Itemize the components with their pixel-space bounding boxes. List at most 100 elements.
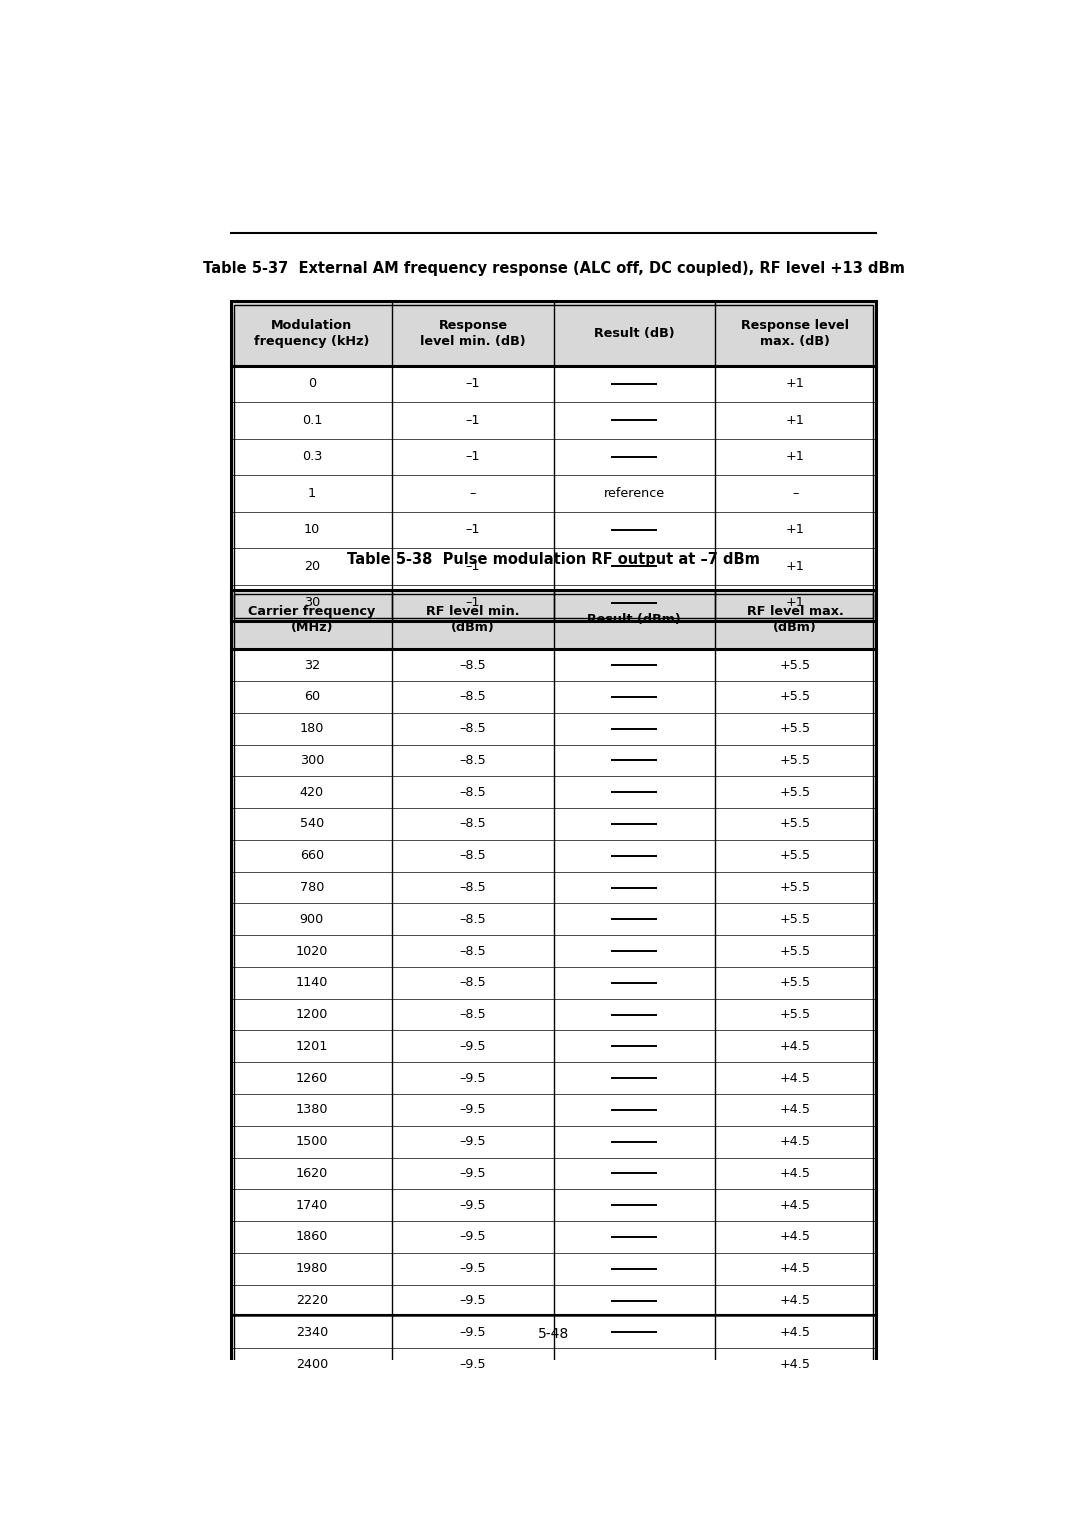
Text: –1: –1 (465, 451, 481, 463)
Text: 2400: 2400 (296, 1357, 328, 1371)
Text: 900: 900 (299, 912, 324, 926)
Text: –1: –1 (465, 414, 481, 426)
Text: RF level min.
(dBm): RF level min. (dBm) (427, 605, 519, 634)
Text: –: – (792, 487, 798, 500)
Text: +5.5: +5.5 (780, 882, 811, 894)
Text: 1740: 1740 (296, 1198, 328, 1212)
Text: 1260: 1260 (296, 1071, 328, 1085)
Text: +4.5: +4.5 (780, 1198, 811, 1212)
Text: +4.5: +4.5 (780, 1071, 811, 1085)
Text: Response level
max. (dB): Response level max. (dB) (741, 319, 849, 348)
Text: –8.5: –8.5 (460, 882, 486, 894)
Text: 300: 300 (299, 753, 324, 767)
Text: –8.5: –8.5 (460, 723, 486, 735)
Text: reference: reference (604, 487, 664, 500)
Text: Modulation
frequency (kHz): Modulation frequency (kHz) (254, 319, 369, 348)
Text: +5.5: +5.5 (780, 691, 811, 703)
Text: –9.5: –9.5 (460, 1103, 486, 1117)
Text: 540: 540 (299, 817, 324, 831)
Text: 20: 20 (303, 559, 320, 573)
Text: +1: +1 (786, 451, 805, 463)
Text: –1: –1 (465, 377, 481, 391)
Text: 420: 420 (300, 785, 324, 799)
Text: +4.5: +4.5 (780, 1262, 811, 1276)
Text: +4.5: +4.5 (780, 1135, 811, 1148)
Text: –9.5: –9.5 (460, 1357, 486, 1371)
Text: RF level max.
(dBm): RF level max. (dBm) (746, 605, 843, 634)
Text: +5.5: +5.5 (780, 1008, 811, 1021)
Text: 32: 32 (303, 659, 320, 672)
Text: 660: 660 (300, 850, 324, 862)
Text: –9.5: –9.5 (460, 1230, 486, 1244)
Text: +4.5: +4.5 (780, 1167, 811, 1180)
Text: –8.5: –8.5 (460, 753, 486, 767)
Text: –8.5: –8.5 (460, 976, 486, 989)
Bar (231, 301, 876, 620)
Text: +4.5: +4.5 (780, 1230, 811, 1244)
Text: –8.5: –8.5 (460, 912, 486, 926)
Text: 1200: 1200 (296, 1008, 328, 1021)
Text: 1500: 1500 (296, 1135, 328, 1148)
Text: 2220: 2220 (296, 1294, 328, 1306)
Text: 10: 10 (303, 524, 320, 536)
Bar (231, 301, 876, 620)
Text: Response
level min. (dB): Response level min. (dB) (420, 319, 526, 348)
Bar (231, 590, 876, 1380)
Text: +4.5: +4.5 (780, 1294, 811, 1306)
Text: +5.5: +5.5 (780, 944, 811, 958)
Text: Carrier frequency
(MHz): Carrier frequency (MHz) (248, 605, 376, 634)
Text: 2340: 2340 (296, 1326, 328, 1339)
Text: +5.5: +5.5 (780, 850, 811, 862)
Text: 1980: 1980 (296, 1262, 328, 1276)
Bar (231, 301, 876, 365)
Text: –9.5: –9.5 (460, 1294, 486, 1306)
Text: –1: –1 (465, 524, 481, 536)
Text: +4.5: +4.5 (780, 1041, 811, 1053)
Bar (233, 304, 874, 617)
Text: –9.5: –9.5 (460, 1262, 486, 1276)
Text: +5.5: +5.5 (780, 912, 811, 926)
Text: –9.5: –9.5 (460, 1135, 486, 1148)
Text: –1: –1 (465, 559, 481, 573)
Text: +5.5: +5.5 (780, 753, 811, 767)
Text: –8.5: –8.5 (460, 785, 486, 799)
Bar (231, 590, 876, 649)
Text: –9.5: –9.5 (460, 1071, 486, 1085)
Text: –8.5: –8.5 (460, 850, 486, 862)
Text: 5-48: 5-48 (538, 1326, 569, 1342)
Text: +5.5: +5.5 (780, 659, 811, 672)
Text: 30: 30 (303, 596, 320, 610)
Text: 0.3: 0.3 (301, 451, 322, 463)
Text: +5.5: +5.5 (780, 817, 811, 831)
Text: –9.5: –9.5 (460, 1198, 486, 1212)
Text: +1: +1 (786, 377, 805, 391)
Bar (231, 590, 876, 1380)
Bar (233, 594, 874, 1377)
Text: –8.5: –8.5 (460, 659, 486, 672)
Text: 180: 180 (299, 723, 324, 735)
Text: +4.5: +4.5 (780, 1357, 811, 1371)
Text: +1: +1 (786, 524, 805, 536)
Text: +5.5: +5.5 (780, 723, 811, 735)
Text: +1: +1 (786, 596, 805, 610)
Text: Table 5-37  External AM frequency response (ALC off, DC coupled), RF level +13 d: Table 5-37 External AM frequency respons… (203, 261, 904, 275)
Text: 60: 60 (303, 691, 320, 703)
Text: 1860: 1860 (296, 1230, 328, 1244)
Text: –: – (470, 487, 476, 500)
Text: +1: +1 (786, 414, 805, 426)
Text: 0.1: 0.1 (301, 414, 322, 426)
Text: –8.5: –8.5 (460, 817, 486, 831)
Text: +5.5: +5.5 (780, 976, 811, 989)
Text: 780: 780 (299, 882, 324, 894)
Text: –1: –1 (465, 596, 481, 610)
Text: +1: +1 (786, 559, 805, 573)
Text: 1201: 1201 (296, 1041, 328, 1053)
Text: –8.5: –8.5 (460, 944, 486, 958)
Text: +5.5: +5.5 (780, 785, 811, 799)
Text: 1380: 1380 (296, 1103, 328, 1117)
Text: 0: 0 (308, 377, 315, 391)
Text: +4.5: +4.5 (780, 1103, 811, 1117)
Text: –8.5: –8.5 (460, 1008, 486, 1021)
Text: +4.5: +4.5 (780, 1326, 811, 1339)
Text: 1140: 1140 (296, 976, 328, 989)
